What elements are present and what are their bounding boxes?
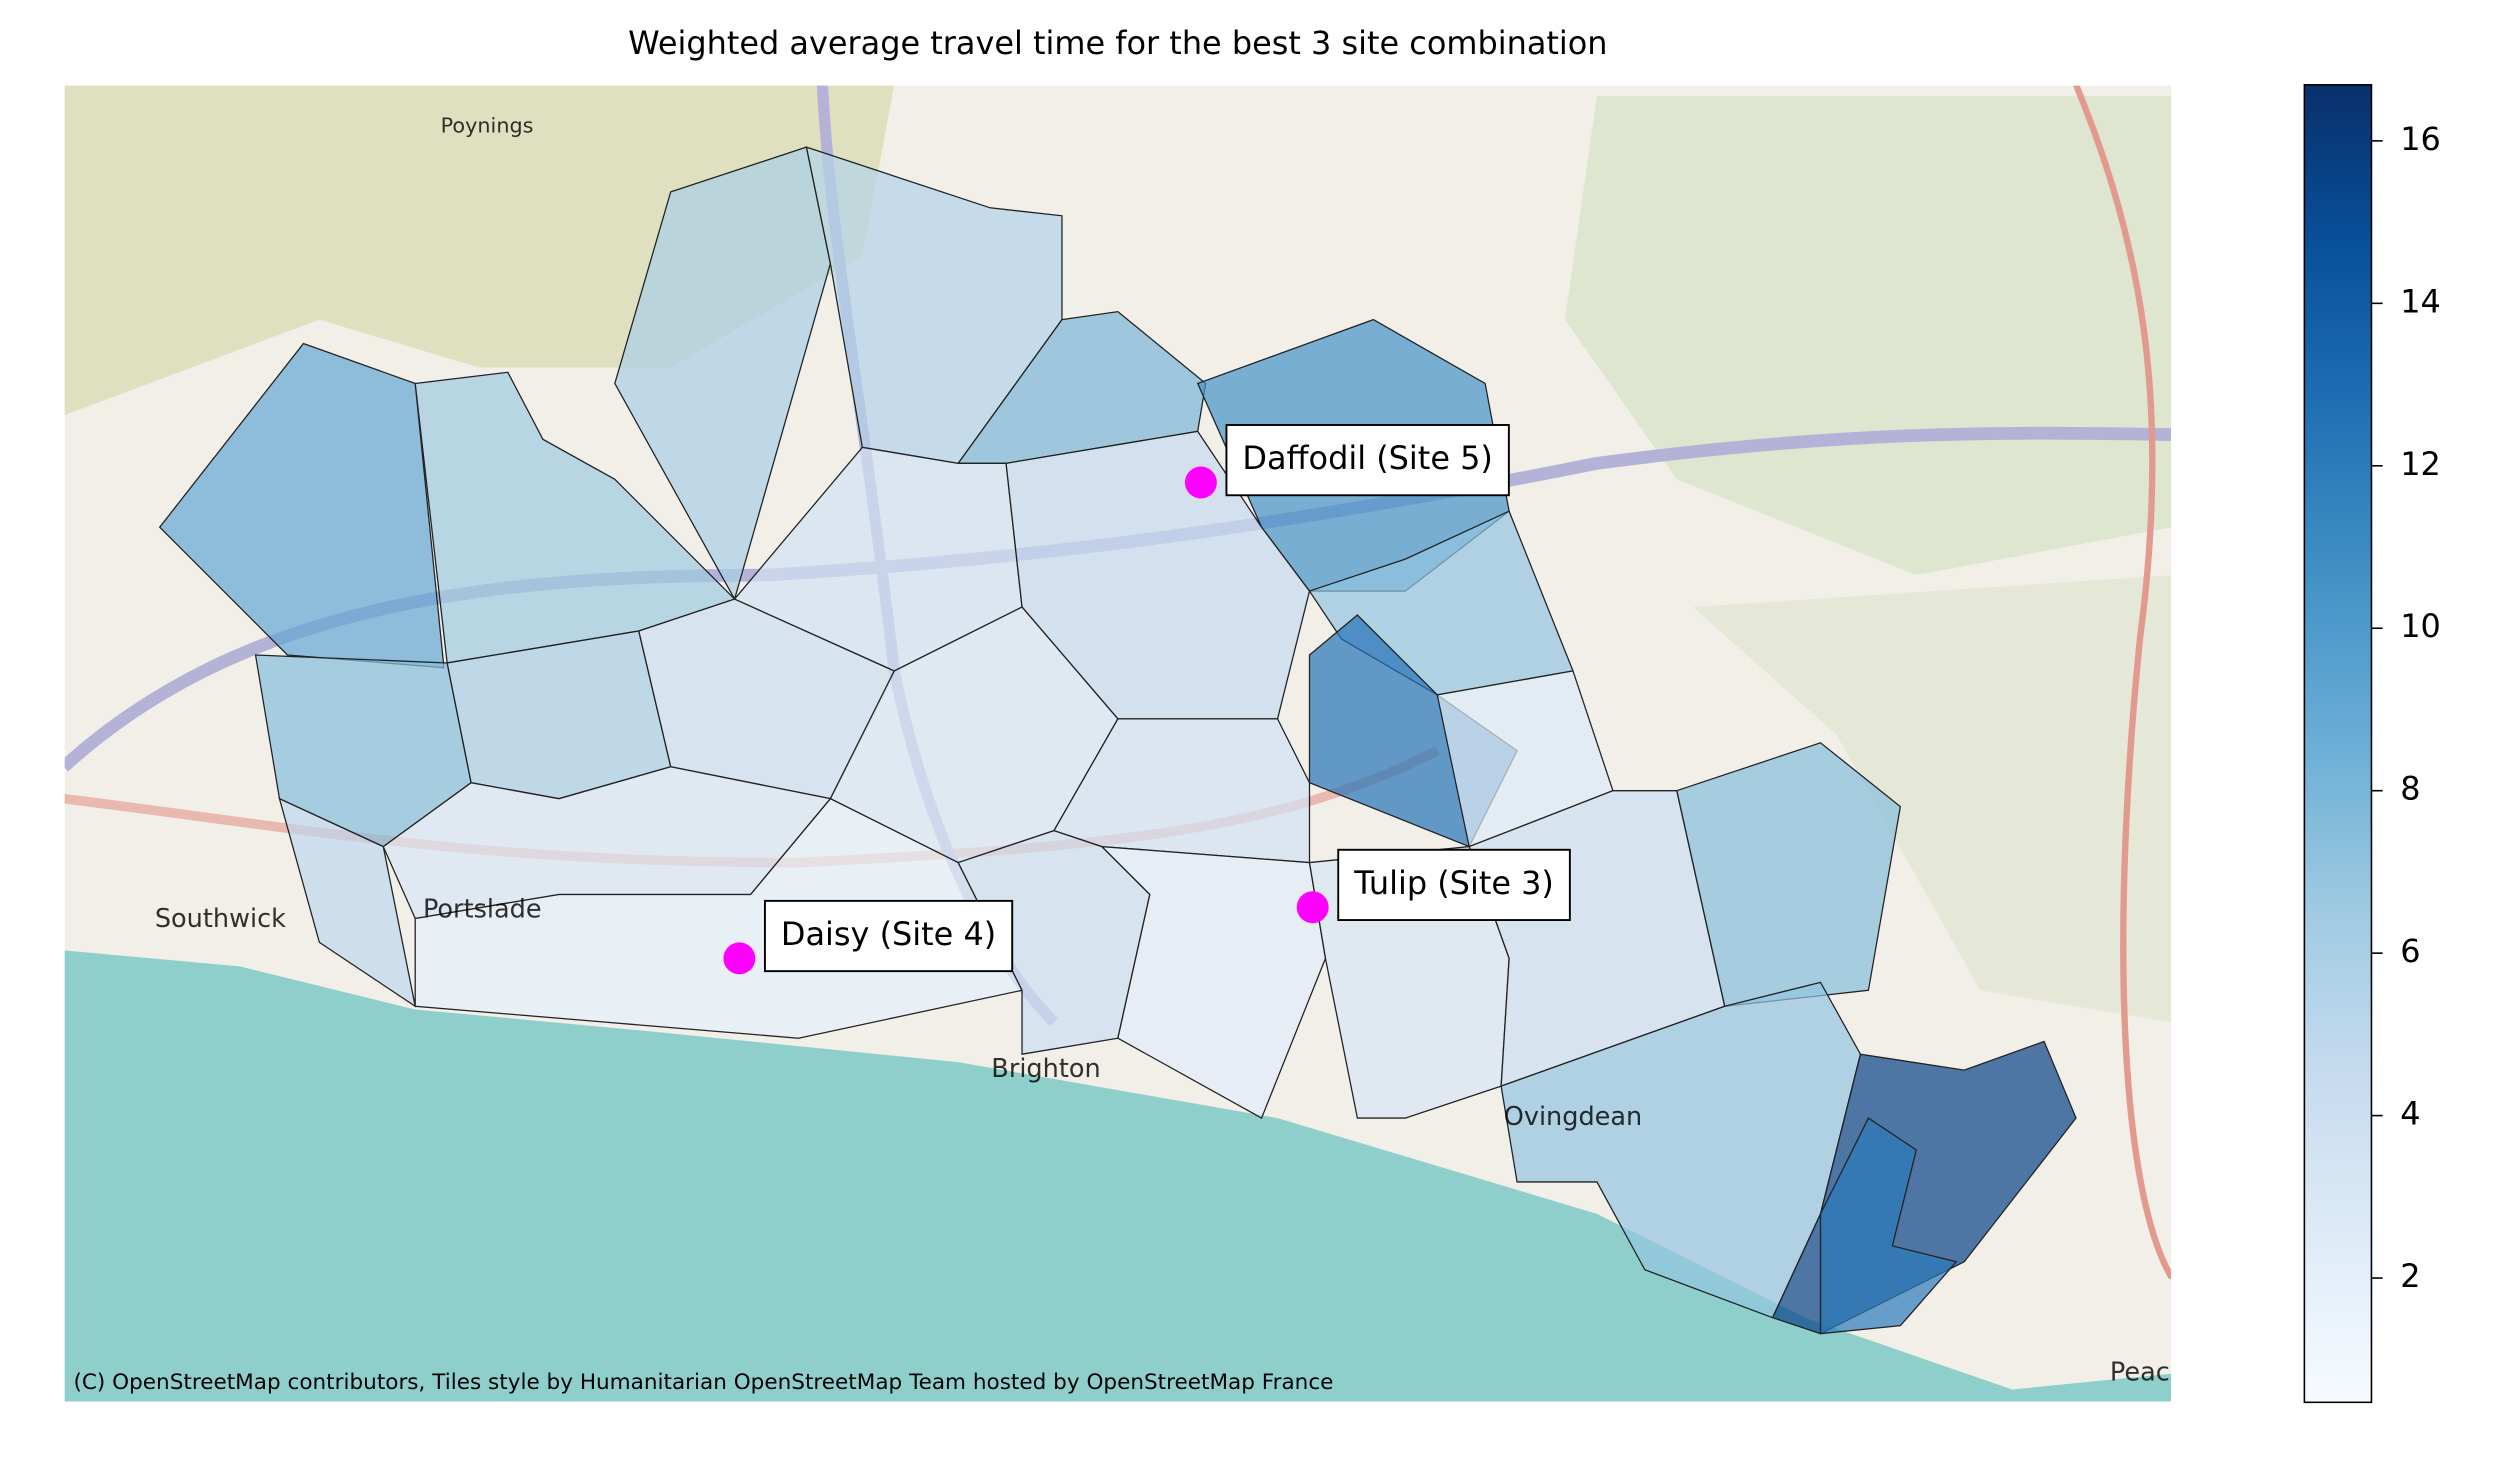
colorbar-tick-label: 14 bbox=[2400, 282, 2441, 320]
site-marker bbox=[1184, 466, 1217, 499]
site-label-box bbox=[1337, 848, 1571, 922]
site-label: Tulip (Site 3) bbox=[1353, 864, 1554, 902]
map: Poynings Southwick Portslade Brighton Ovingd… bbox=[63, 84, 2172, 1403]
colorbar: 2 4 6 8 10 12 14 16 bbox=[2303, 84, 2441, 1404]
region bbox=[1676, 742, 1902, 1007]
site-label: Daisy (Site 4) bbox=[781, 915, 996, 953]
place-label: Peac bbox=[2110, 1358, 2170, 1388]
sites: Daffodil (Site 5) Tulip (Site 3) Daisy (Si… bbox=[723, 424, 1571, 975]
sea bbox=[63, 950, 2172, 1403]
title: Weighted average travel time for the bes… bbox=[628, 24, 1607, 62]
place-label: Portslade bbox=[423, 894, 542, 924]
road bbox=[2073, 84, 2172, 1280]
region bbox=[158, 342, 445, 669]
colorbar-tick-label: 2 bbox=[2400, 1257, 2420, 1295]
downs bbox=[1692, 575, 2172, 1023]
place-label: Poynings bbox=[441, 113, 534, 137]
site-marker bbox=[1296, 891, 1329, 924]
colorbar-tick-label: 4 bbox=[2400, 1095, 2420, 1133]
regions bbox=[158, 146, 2077, 1335]
place-labels: Poynings Southwick Portslade Brighton Ovingd… bbox=[155, 113, 2170, 1387]
colorbar-tick-label: 6 bbox=[2400, 932, 2420, 970]
region bbox=[1819, 1117, 1958, 1335]
attribution: (C) OpenStreetMap contributors, Tiles st… bbox=[73, 1370, 1333, 1395]
place-label: Southwick bbox=[155, 904, 286, 934]
colorbar-tick-label: 12 bbox=[2400, 445, 2441, 483]
site-marker bbox=[723, 942, 756, 975]
place-label: Brighton bbox=[991, 1054, 1100, 1084]
map-frame bbox=[63, 84, 2173, 1404]
colorbar-tick-label: 16 bbox=[2400, 120, 2441, 158]
place-label: Ovingdean bbox=[1504, 1102, 1643, 1132]
colorbar-tick-label: 10 bbox=[2400, 607, 2441, 645]
site-label: Daffodil (Site 5) bbox=[1242, 439, 1492, 477]
site-label-box bbox=[763, 899, 1014, 973]
colorbar-ramp bbox=[2303, 84, 2373, 1404]
colorbar-tick-label: 8 bbox=[2400, 770, 2420, 808]
site-label-box bbox=[1225, 424, 1510, 497]
